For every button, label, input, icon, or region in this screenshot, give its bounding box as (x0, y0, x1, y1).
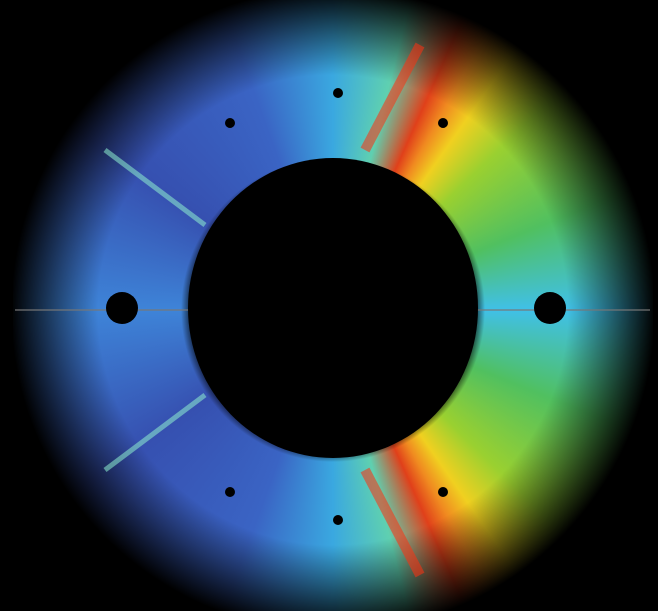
dark-spot (438, 118, 448, 128)
streak (103, 393, 207, 472)
dark-spot (225, 118, 235, 128)
dark-spot (438, 487, 448, 497)
streak (103, 148, 207, 227)
dark-spot (333, 88, 343, 98)
center-disk (188, 158, 478, 458)
dark-spot (106, 292, 138, 324)
dark-spot (333, 515, 343, 525)
streak (360, 467, 425, 578)
streak (360, 42, 425, 153)
dark-spot (225, 487, 235, 497)
dark-spot (534, 292, 566, 324)
